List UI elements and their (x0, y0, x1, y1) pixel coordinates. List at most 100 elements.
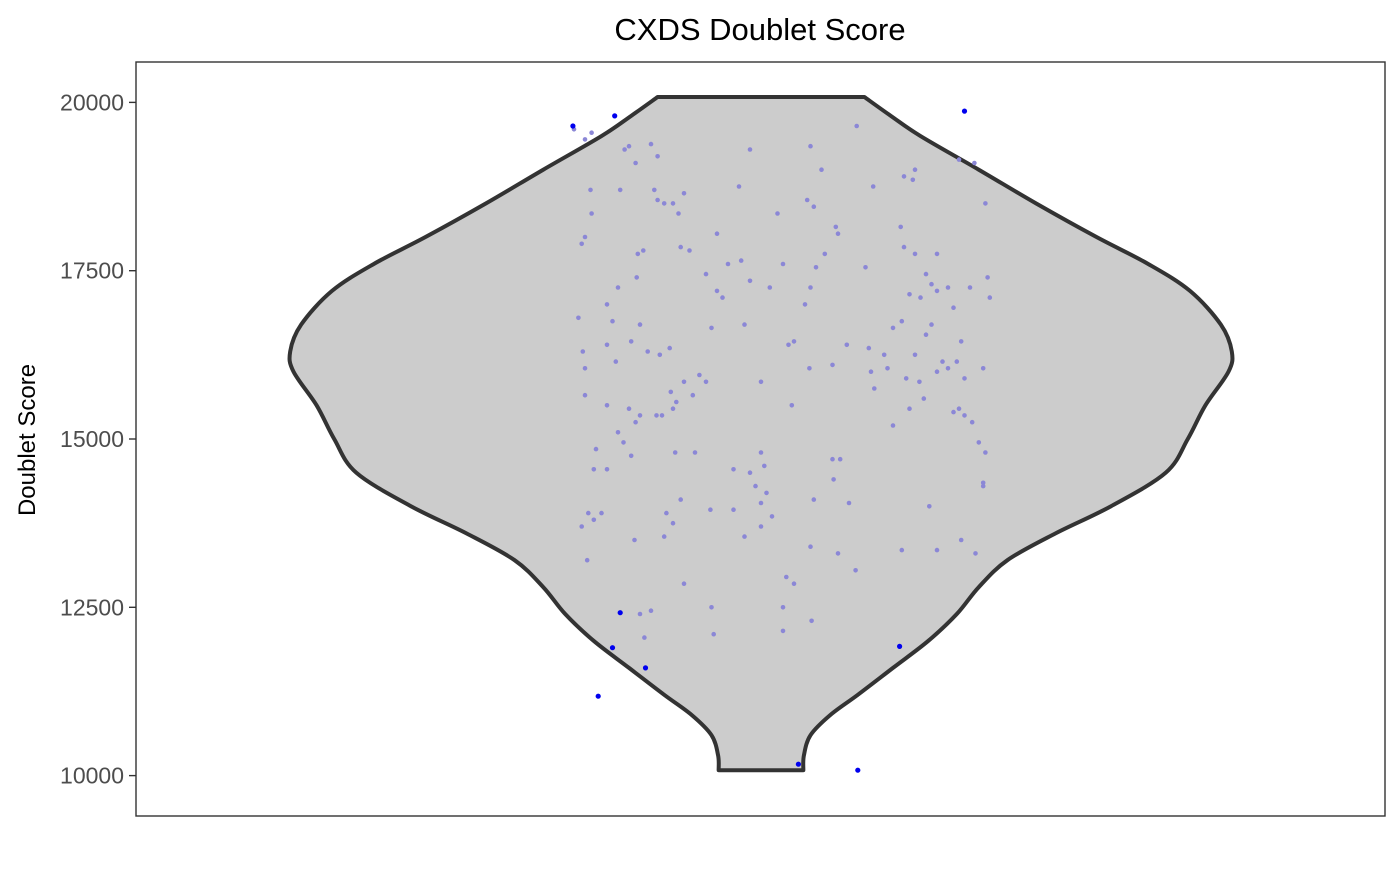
data-point (708, 507, 713, 512)
data-point (725, 261, 731, 267)
data-point (674, 399, 679, 405)
data-point (885, 366, 890, 371)
data-point (711, 631, 716, 637)
data-point (687, 248, 692, 253)
data-point (899, 318, 905, 324)
data-point (681, 191, 687, 196)
data-point (769, 514, 775, 519)
data-point (890, 423, 896, 428)
data-point (789, 403, 795, 408)
data-point (588, 187, 593, 193)
data-point (582, 234, 588, 240)
data-point (670, 406, 676, 412)
data-point (934, 288, 940, 294)
data-point (747, 278, 753, 284)
data-point (844, 342, 850, 348)
data-point (591, 517, 597, 523)
data-point (956, 406, 962, 412)
data-point (912, 251, 918, 257)
points-layer (570, 108, 993, 773)
data-point (604, 302, 610, 307)
data-point (945, 285, 951, 290)
data-point (633, 419, 638, 425)
data-point (582, 366, 588, 371)
data-point (703, 271, 709, 277)
data-point (831, 477, 836, 482)
data-point-outside (570, 123, 576, 129)
data-point (703, 379, 709, 385)
y-tick-label: 20000 (60, 89, 124, 115)
data-point (899, 547, 905, 553)
data-point (833, 224, 839, 230)
data-point (661, 201, 667, 206)
data-point (758, 450, 764, 455)
data-point (642, 635, 647, 640)
data-point (731, 467, 736, 472)
data-point (917, 379, 922, 385)
data-point (934, 251, 940, 257)
data-point (731, 507, 736, 512)
data-point (962, 376, 967, 381)
data-point (655, 197, 660, 203)
data-point (664, 510, 669, 516)
data-point (604, 467, 610, 472)
data-point (786, 342, 791, 348)
data-point (747, 147, 753, 152)
data-point (868, 369, 874, 375)
data-point (676, 211, 681, 216)
data-point (586, 510, 591, 516)
data-point (985, 275, 990, 280)
data-point (780, 628, 786, 634)
data-point (863, 265, 868, 270)
data-point (903, 376, 909, 381)
data-point (633, 160, 638, 166)
data-point (661, 534, 667, 539)
data-point (709, 325, 714, 331)
data-point (934, 369, 940, 375)
data-point (742, 534, 747, 539)
data-point (967, 285, 973, 290)
data-point (791, 581, 797, 586)
data-point (758, 500, 764, 506)
data-point (692, 450, 698, 455)
data-point (655, 154, 660, 159)
y-axis: 10000 12500 15000 17500 20000 (60, 89, 136, 789)
data-point (617, 187, 623, 193)
data-point-outside (612, 113, 618, 119)
data-point (923, 332, 929, 338)
data-point (835, 231, 841, 236)
data-point (738, 258, 744, 263)
data-point (753, 483, 758, 489)
data-point (802, 302, 808, 307)
data-point (956, 157, 962, 162)
data-point (582, 137, 588, 142)
data-point (958, 339, 964, 344)
data-point (934, 547, 940, 553)
data-point (973, 551, 978, 556)
data-point (830, 362, 835, 368)
data-point (593, 446, 599, 452)
data-point (641, 248, 646, 253)
data-point (648, 141, 654, 147)
data-point-outside (617, 610, 623, 616)
data-point (747, 470, 753, 476)
data-point (622, 147, 627, 152)
chart-title: CXDS Doublet Score (614, 12, 905, 47)
data-point (898, 224, 903, 230)
panel-border (135, 61, 1386, 817)
data-point (819, 167, 824, 172)
y-axis-label: Doublet Score (14, 364, 41, 516)
data-point (628, 453, 634, 459)
data-point (582, 392, 588, 398)
data-point (921, 396, 927, 401)
data-point (714, 288, 720, 294)
data-point (742, 322, 747, 327)
data-point (853, 568, 858, 573)
data-point-outside (897, 643, 903, 650)
data-point (813, 265, 819, 270)
data-point (807, 366, 812, 371)
data-point-outside (595, 693, 601, 699)
data-point (654, 413, 659, 418)
data-point (918, 295, 923, 300)
